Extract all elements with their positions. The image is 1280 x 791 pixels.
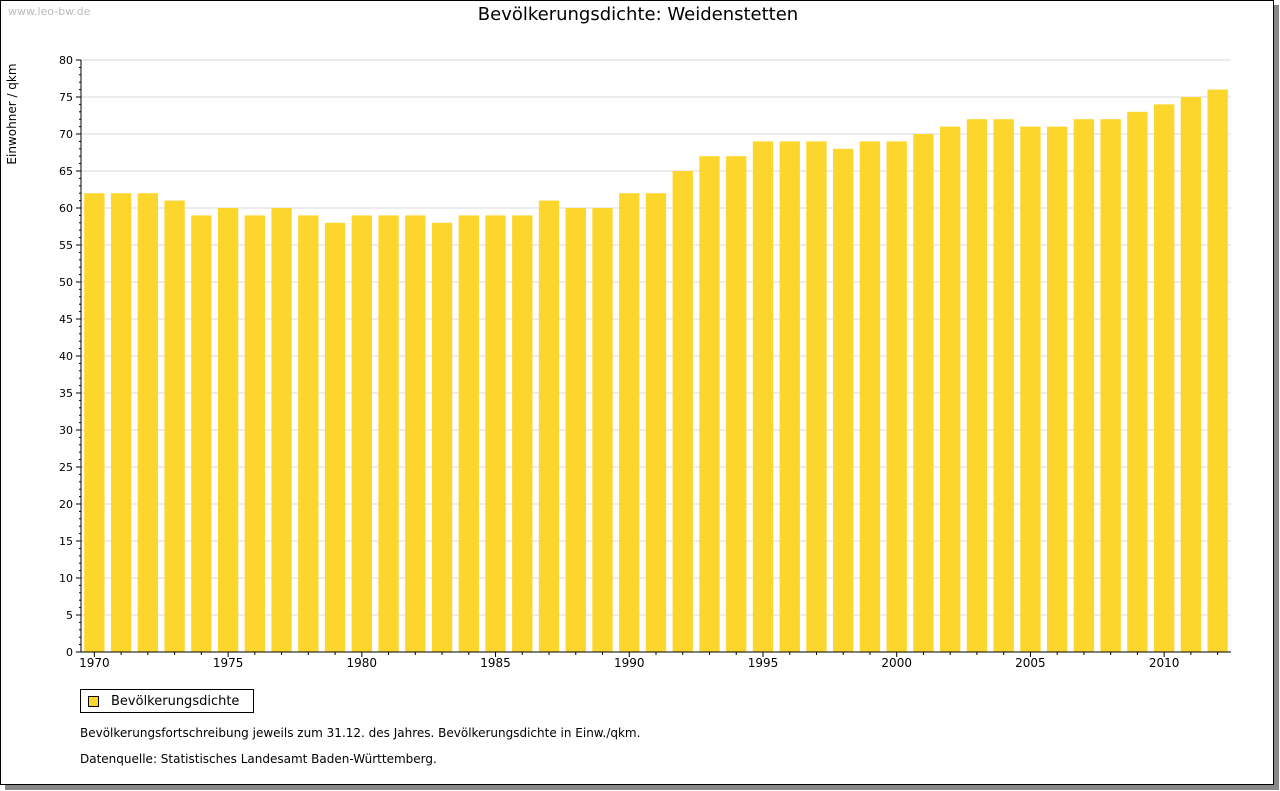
y-tick-label: 30 <box>59 424 73 437</box>
y-tick-label: 35 <box>59 387 73 400</box>
x-tick-label: 1990 <box>614 656 645 670</box>
bar <box>84 193 105 652</box>
bar <box>405 215 426 652</box>
bar <box>351 215 372 652</box>
bar <box>672 171 693 652</box>
y-tick-label: 15 <box>59 535 73 548</box>
bar <box>217 208 239 652</box>
bar <box>164 200 185 652</box>
bar <box>1020 126 1041 653</box>
y-tick-label: 25 <box>59 461 73 474</box>
y-tick-label: 40 <box>59 350 73 363</box>
bar <box>244 215 265 652</box>
bar <box>1180 97 1202 652</box>
bar <box>271 208 292 652</box>
bar <box>1207 89 1228 653</box>
y-tick-label: 60 <box>59 202 73 215</box>
bar <box>886 141 907 652</box>
bar <box>137 193 159 652</box>
legend-label: Bevölkerungsdichte <box>111 693 240 709</box>
y-tick-label: 50 <box>59 276 73 289</box>
bar <box>619 193 640 652</box>
bar <box>779 141 800 652</box>
bar <box>940 126 961 653</box>
legend-swatch <box>88 695 99 707</box>
y-tick-label: 5 <box>66 609 73 622</box>
x-tick-label: 1975 <box>213 656 244 670</box>
y-tick-label: 80 <box>59 54 73 67</box>
y-tick-label: 70 <box>59 128 73 141</box>
y-tick-label: 0 <box>66 646 73 659</box>
x-tick-label: 2005 <box>1015 656 1046 670</box>
footnote-source: Datenquelle: Statistisches Landesamt Bad… <box>80 752 437 766</box>
bar <box>298 215 319 652</box>
bar <box>1073 119 1095 652</box>
y-tick-label: 65 <box>59 165 73 178</box>
bar <box>431 222 453 653</box>
x-tick-label: 1995 <box>748 656 779 670</box>
bar <box>485 215 506 652</box>
x-tick-label: 2010 <box>1149 656 1180 670</box>
bar <box>966 119 988 652</box>
y-tick-label: 20 <box>59 498 73 511</box>
y-tick-label: 55 <box>59 239 73 252</box>
bar <box>110 193 132 652</box>
y-tick-label: 45 <box>59 313 73 326</box>
chart-title: Bevölkerungsdichte: Weidenstetten <box>477 4 799 25</box>
bar <box>378 215 399 652</box>
bar <box>565 208 586 652</box>
bar <box>833 148 854 653</box>
y-tick-label: 75 <box>59 91 73 104</box>
bar <box>726 156 747 652</box>
bar <box>645 193 667 652</box>
bar <box>458 215 479 652</box>
bar <box>993 119 1014 652</box>
bar <box>1153 104 1175 652</box>
bar <box>191 215 212 652</box>
bar <box>538 200 560 652</box>
footnote-method: Bevölkerungsfortschreibung jeweils zum 3… <box>80 726 641 740</box>
legend: Bevölkerungsdichte <box>80 689 254 713</box>
bar <box>324 222 346 653</box>
bar <box>592 208 613 652</box>
watermark: www.leo-bw.de <box>8 5 91 18</box>
bar <box>859 141 881 652</box>
bar <box>699 156 720 652</box>
bar <box>913 134 934 652</box>
bar <box>806 141 827 652</box>
y-tick-label: 10 <box>59 572 73 585</box>
bar <box>1100 119 1121 652</box>
bar <box>512 215 533 652</box>
bar <box>1047 126 1068 653</box>
x-tick-label: 2000 <box>881 656 912 670</box>
bar <box>752 141 774 652</box>
bar-chart: 0 5 10 15 20 25 30 35 40 45 50 55 60 65 70 75 80 1970 1975… <box>59 54 1231 670</box>
bar <box>1127 111 1148 653</box>
x-tick-label: 1980 <box>347 656 378 670</box>
x-tick-label: 1970 <box>79 656 110 670</box>
x-tick-label: 1985 <box>480 656 511 670</box>
